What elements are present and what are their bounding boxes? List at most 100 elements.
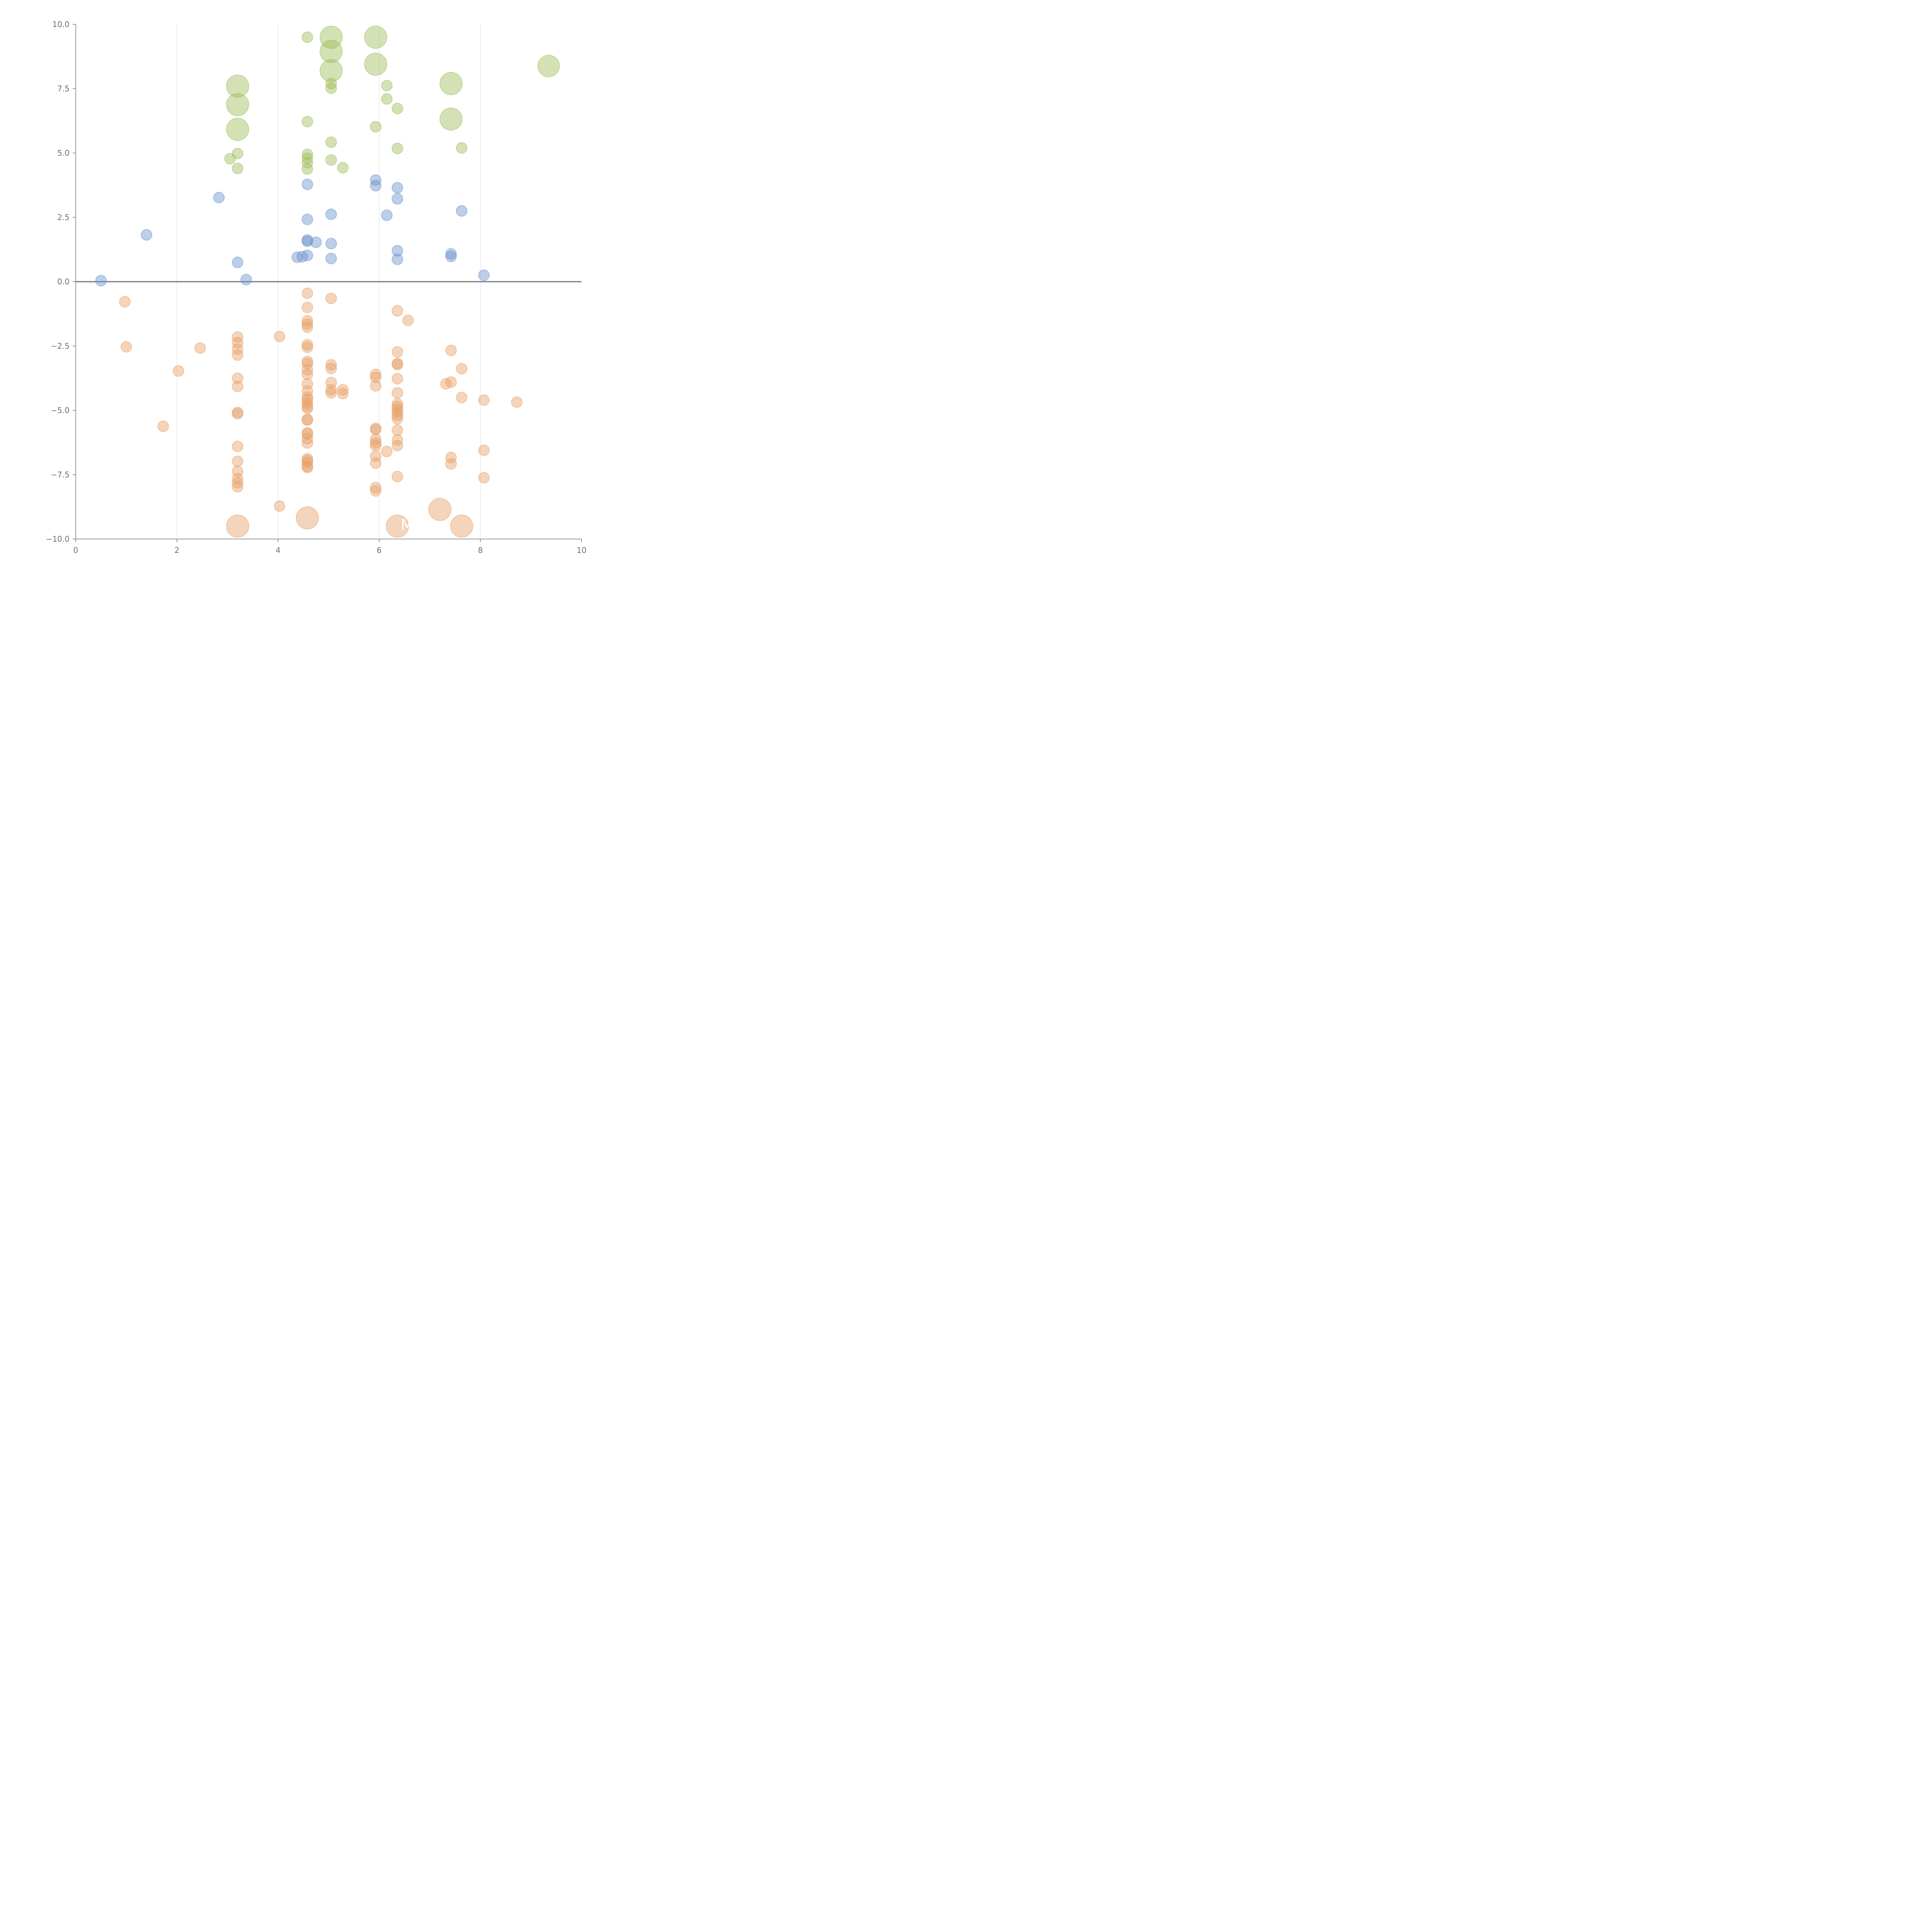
data-point (450, 514, 473, 538)
data-point (325, 253, 337, 264)
series-1 (95, 174, 490, 287)
data-point (370, 437, 381, 449)
data-point (391, 253, 403, 265)
data-point (370, 369, 381, 380)
data-point (301, 339, 313, 350)
data-point (301, 163, 313, 175)
scatter-chart: 0 2 4 6 8 10 10.0 7.5 5.0 2.5 0.0 −2.5 −5.0 −7.5 −10.… (46, 20, 587, 555)
data-point (119, 296, 131, 308)
data-point (370, 482, 381, 493)
data-point (391, 401, 403, 412)
data-point (296, 506, 319, 530)
data-point (325, 154, 337, 166)
data-point (391, 406, 403, 418)
data-point (325, 293, 337, 304)
data-point (445, 250, 457, 262)
data-point (301, 391, 313, 403)
data-point (391, 471, 403, 482)
data-point (511, 396, 523, 408)
data-point (391, 440, 403, 451)
data-point (301, 214, 313, 225)
annotations: M (401, 517, 413, 534)
data-point (391, 245, 403, 257)
data-point (381, 80, 393, 92)
data-point (456, 142, 468, 154)
data-point (370, 424, 381, 435)
x-tick-label: 8 (478, 546, 483, 555)
data-point (301, 318, 313, 330)
data-point (391, 373, 403, 384)
annotation-label: M (401, 517, 413, 534)
x-tick-label: 0 (73, 546, 78, 555)
data-point (172, 365, 184, 377)
data-point (370, 380, 381, 392)
data-point (325, 82, 337, 94)
data-point (301, 364, 313, 376)
data-point (370, 450, 381, 462)
data-point (301, 462, 313, 473)
data-point (301, 287, 313, 299)
data-point (391, 305, 403, 317)
x-tick-label: 2 (174, 546, 179, 555)
data-point (439, 72, 463, 95)
data-point (364, 53, 387, 76)
data-point (232, 163, 243, 174)
data-point (157, 420, 169, 432)
data-points (95, 26, 560, 538)
data-point (325, 359, 337, 371)
data-point (232, 372, 243, 384)
data-point (310, 236, 322, 248)
data-point (232, 456, 243, 467)
y-tick-label: −7.5 (51, 470, 70, 480)
y-tick-label: 2.5 (57, 213, 70, 222)
data-point (320, 40, 343, 63)
data-point (391, 404, 403, 415)
data-point (370, 372, 381, 383)
data-point (301, 385, 313, 397)
data-point (370, 180, 381, 192)
data-point (391, 413, 403, 425)
data-point (226, 514, 249, 538)
data-point (439, 107, 463, 131)
data-point (337, 162, 349, 173)
data-point (456, 363, 468, 374)
data-point (194, 342, 206, 354)
y-tick-label: −5.0 (51, 406, 70, 415)
data-point (391, 193, 403, 205)
data-point (325, 78, 337, 89)
data-point (274, 500, 286, 512)
data-point (301, 31, 313, 43)
y-tick-label: 0.0 (57, 277, 70, 286)
data-point (325, 208, 337, 220)
data-point (391, 346, 403, 358)
data-point (386, 514, 409, 538)
data-point (445, 452, 457, 463)
data-point (428, 498, 452, 521)
y-tick-label: −2.5 (51, 342, 70, 351)
data-point (537, 55, 560, 77)
series-2 (119, 287, 523, 538)
data-point (381, 446, 393, 457)
data-point (391, 424, 403, 436)
data-point (301, 157, 313, 169)
data-point (232, 343, 243, 355)
data-point (325, 136, 337, 148)
data-point (370, 440, 381, 451)
data-point (391, 182, 403, 194)
data-point (141, 229, 153, 241)
data-point (95, 275, 107, 287)
data-point (232, 349, 243, 361)
data-point (381, 209, 393, 221)
data-point (232, 337, 243, 349)
data-point (478, 394, 490, 406)
data-point (226, 93, 249, 116)
data-point (232, 473, 243, 485)
y-tick-label: 7.5 (57, 84, 70, 94)
data-point (301, 235, 313, 247)
data-point (364, 26, 387, 49)
data-point (301, 179, 313, 190)
data-point (291, 251, 303, 263)
data-point (440, 378, 452, 390)
data-point (478, 472, 490, 484)
data-point (402, 315, 414, 326)
